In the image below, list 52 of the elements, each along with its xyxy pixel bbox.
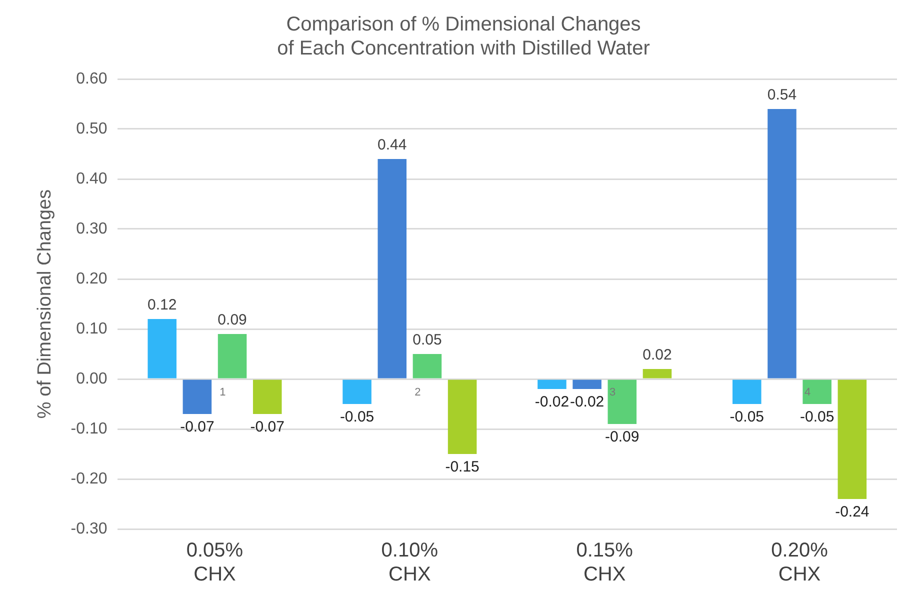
annotation: 2 (414, 386, 421, 399)
y-tick-label: 0.40 (76, 170, 108, 188)
bar (218, 334, 247, 378)
y-tick-label: 0.50 (76, 120, 108, 138)
data-label: 0.02 (642, 346, 672, 364)
data-label: 0.05 (412, 332, 442, 349)
bar (572, 380, 602, 389)
x-tick-label: 0.10% CHX (381, 540, 438, 586)
data-label: -0.02 (534, 394, 570, 411)
data-label: 0.54 (767, 86, 797, 104)
x-tick-label: 0.15% CHX (576, 540, 634, 586)
annotation: 1 (220, 386, 226, 399)
chart-title: Comparison of % Dimensional Changes of Each Concentration with Distilled Water (277, 14, 650, 60)
y-tick-label: 0.10 (76, 320, 108, 338)
bar (342, 380, 372, 404)
annotation: 4 (804, 386, 811, 399)
bar (732, 380, 762, 404)
data-label: 0.44 (378, 136, 407, 154)
y-tick-label: -0.20 (70, 470, 108, 488)
data-label: -0.15 (445, 458, 480, 476)
data-label: -0.09 (605, 428, 640, 446)
bar (148, 319, 176, 378)
data-label: -0.07 (180, 418, 214, 436)
y-tick-label: -0.10 (70, 420, 108, 438)
annotation: 3 (610, 386, 616, 399)
bar (802, 380, 832, 404)
y-tick-label: 0.00 (76, 370, 108, 388)
bar (642, 369, 672, 378)
data-label: -0.05 (730, 408, 764, 426)
data-label: -0.02 (570, 394, 604, 411)
data-label: 0.12 (148, 296, 177, 314)
y-tick-label: 0.20 (76, 270, 108, 288)
data-label: -0.05 (340, 408, 374, 426)
bar (768, 109, 796, 378)
bar (182, 380, 212, 414)
data-label: -0.24 (835, 504, 870, 521)
y-tick-label: 0.60 (76, 70, 108, 88)
x-tick-label: 0.05% CHX (186, 540, 244, 586)
y-axis-title: % of Dimensional Changes (34, 189, 56, 419)
data-label: 0.09 (218, 312, 247, 329)
x-tick-label: 0.20% CHX (771, 540, 828, 586)
data-label: -0.07 (250, 418, 284, 436)
bar (838, 380, 867, 499)
bar (608, 380, 637, 424)
bar (538, 380, 566, 389)
bar (252, 380, 282, 414)
y-tick-label: 0.30 (76, 220, 108, 238)
y-tick-label: -0.30 (70, 520, 108, 538)
bar (412, 354, 442, 378)
bar (448, 380, 477, 454)
bar (378, 159, 407, 378)
data-label: -0.05 (800, 408, 834, 426)
